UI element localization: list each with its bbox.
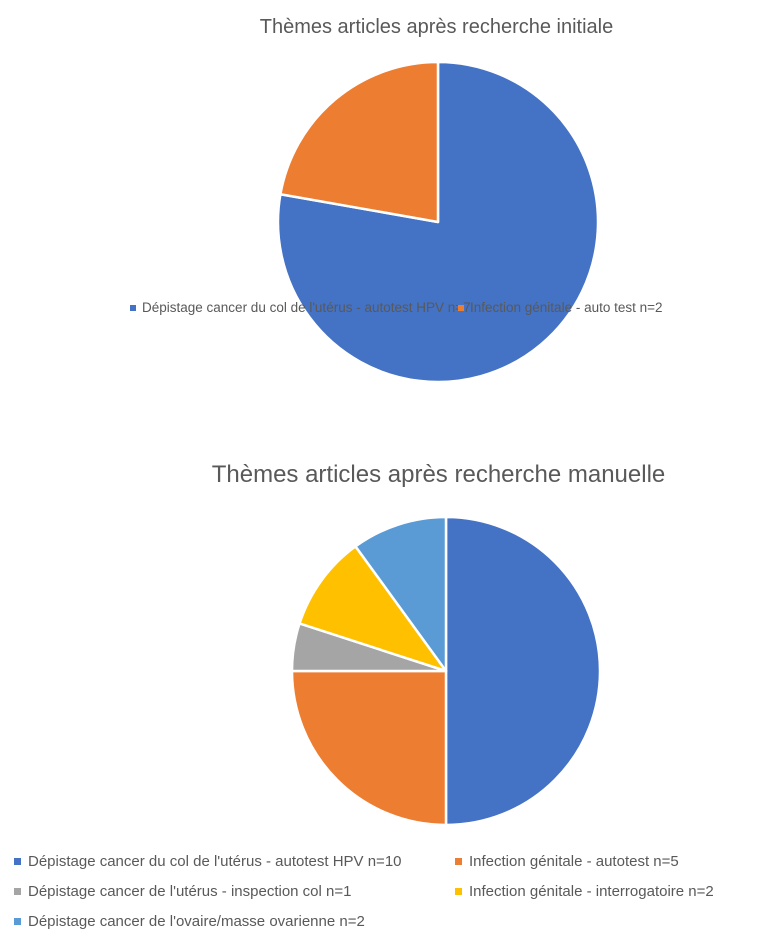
legend-swatch (458, 304, 464, 311)
pie-slice (354, 515, 448, 673)
legend-label: Infection génitale - interrogatoire n=2 (469, 883, 714, 900)
legend-swatch (14, 888, 21, 895)
chart-title: Thèmes articles après recherche initiale (259, 16, 614, 38)
legend-label: Infection génitale - autotest n=5 (469, 853, 679, 870)
legend-item: Infection génitale - interrogatoire n=2 (455, 883, 714, 900)
legend-label: Infection génitale - auto test n=2 (470, 300, 663, 315)
pie-slice (298, 545, 448, 673)
legend-swatch (14, 918, 21, 925)
legend-item: Dépistage cancer de l'utérus - inspectio… (14, 883, 351, 900)
legend-item: Dépistage cancer du col de l'utérus - au… (130, 300, 471, 315)
pie-slice (444, 515, 602, 827)
pie-slice (290, 669, 448, 827)
legend-item: Infection génitale - autotest n=5 (455, 853, 679, 870)
legend-item: Dépistage cancer de l'ovaire/masse ovari… (14, 913, 365, 930)
pie-plot (276, 60, 600, 384)
legend-swatch (455, 858, 462, 865)
pie-chart-initial: Thèmes articles après recherche initiale… (0, 0, 757, 430)
legend-label: Dépistage cancer du col de l'utérus - au… (142, 300, 471, 315)
pie-chart-manual: Thèmes articles après recherche manuelle… (0, 455, 757, 942)
pie-plot (290, 515, 602, 827)
legend-swatch (14, 858, 21, 865)
legend-swatch (455, 888, 462, 895)
legend-swatch (130, 304, 136, 311)
pie-slice (279, 60, 440, 224)
chart-title: Thèmes articles après recherche manuelle (211, 461, 666, 488)
legend-item: Infection génitale - auto test n=2 (458, 300, 663, 315)
legend-item: Dépistage cancer du col de l'utérus - au… (14, 853, 402, 870)
legend-label: Dépistage cancer du col de l'utérus - au… (28, 853, 402, 870)
legend-label: Dépistage cancer de l'ovaire/masse ovari… (28, 913, 365, 930)
legend-label: Dépistage cancer de l'utérus - inspectio… (28, 883, 352, 900)
